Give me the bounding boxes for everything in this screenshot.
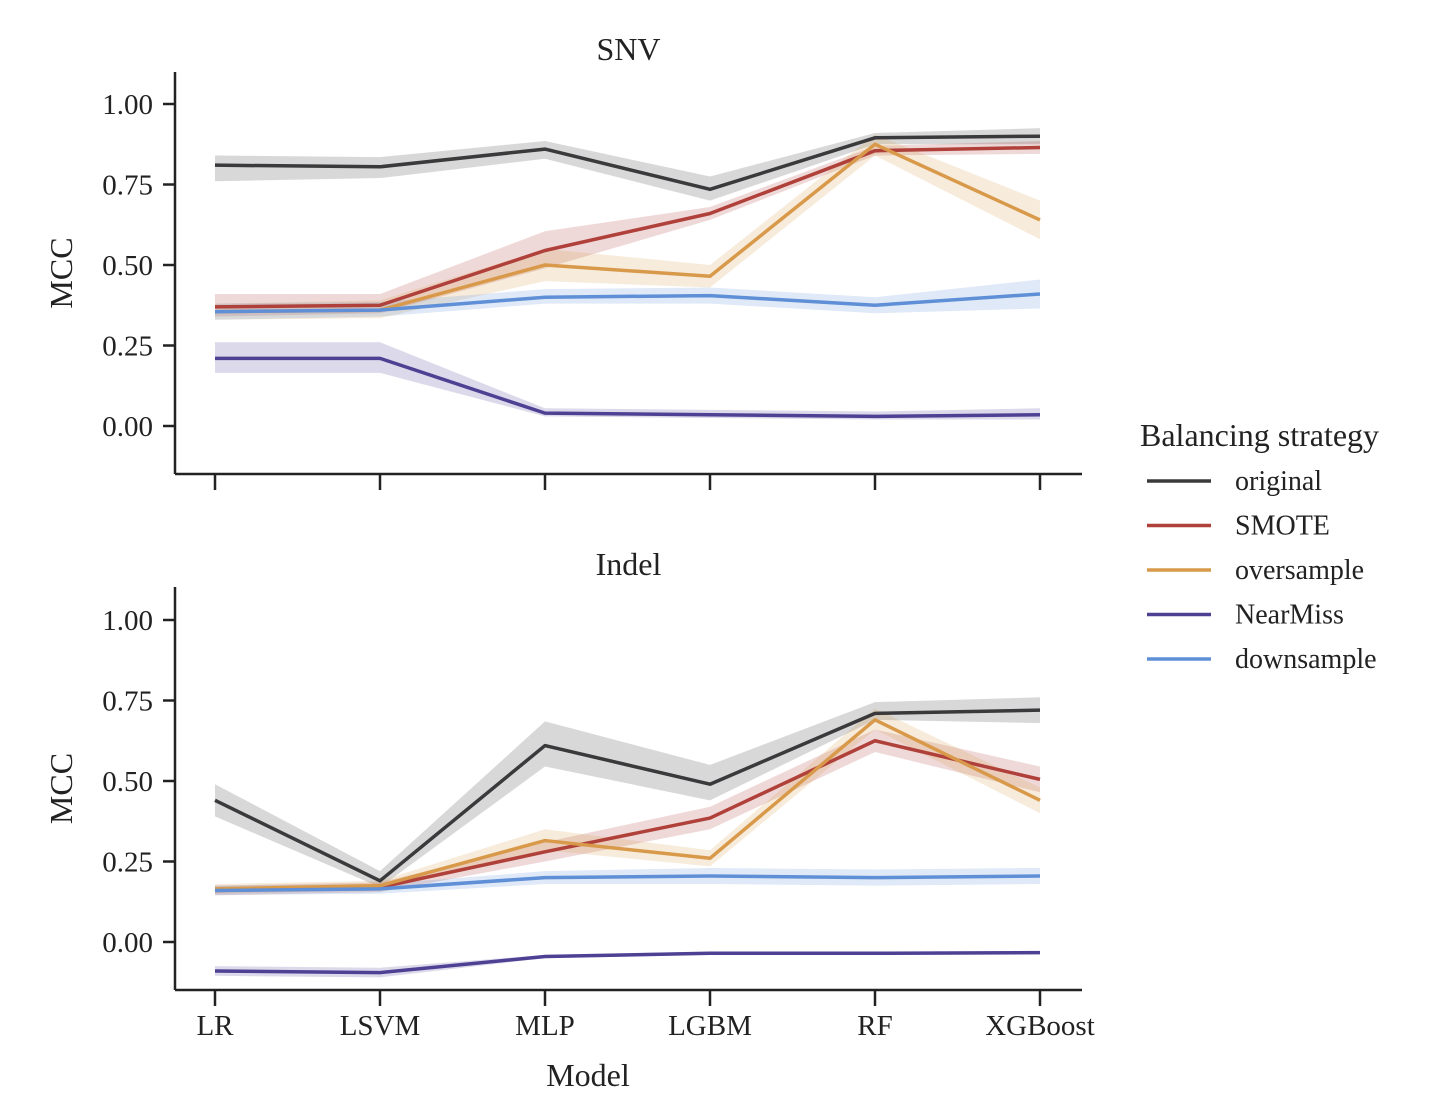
snv-y-tick-label: 0.00 (102, 411, 153, 443)
snv-y-tick-label: 0.25 (102, 331, 153, 363)
snv-oversample-band (215, 134, 1040, 320)
legend: Balancing strategy original SMOTE oversamp… (1140, 417, 1379, 675)
snv-panel: SNV MCC 1.00 0.75 0.50 0.25 0.00 (43, 31, 1082, 490)
snv-downsample-line (214, 292, 1041, 314)
legend-entry-downsample: downsample (1147, 644, 1377, 675)
snv-y-tick-label: 0.50 (102, 250, 153, 282)
snv-series-lines (214, 134, 1041, 419)
snv-y-tick-label: 1.00 (102, 89, 153, 121)
indel-oversample-line (214, 718, 1041, 891)
indel-nearmiss-line (214, 950, 1041, 975)
indel-original-line (214, 708, 1041, 883)
snv-title: SNV (596, 31, 660, 67)
indel-nearmiss-band (215, 951, 1040, 978)
indel-x-tick-label: LR (196, 1010, 234, 1042)
snv-downsample-band (215, 279, 1040, 320)
legend-entry-oversample: oversample (1147, 555, 1364, 586)
snv-ci-bands (215, 128, 1040, 420)
indel-y-tick-label: 1.00 (102, 605, 153, 637)
indel-y-tick-label: 0.00 (102, 927, 153, 959)
snv-nearmiss-band (215, 342, 1040, 420)
indel-series-lines (214, 708, 1041, 975)
indel-downsample-line (214, 874, 1041, 893)
indel-y-axis-label: MCC (43, 753, 79, 824)
indel-title: Indel (596, 546, 662, 582)
legend-label: NearMiss (1235, 600, 1344, 631)
indel-x-tick-label: LSVM (340, 1010, 421, 1042)
legend-title: Balancing strategy (1140, 417, 1379, 453)
snv-y-tick-label: 0.75 (102, 170, 153, 202)
indel-y-tick-label: 0.75 (102, 686, 153, 718)
legend-label: oversample (1235, 555, 1364, 586)
snv-original-band (215, 128, 1040, 201)
legend-entries: original SMOTE oversample NearMiss downsampl… (1147, 466, 1377, 675)
indel-panel: Indel MCC 1.00 0.75 0.50 0.25 0.00 LR LSVM MLP LGB… (43, 546, 1095, 1093)
legend-label: original (1235, 466, 1322, 497)
legend-label: SMOTE (1235, 511, 1330, 542)
indel-original-band (215, 697, 1040, 888)
legend-label: downsample (1235, 644, 1377, 675)
indel-x-tick-label: LGBM (668, 1010, 752, 1042)
indel-x-axis-label: Model (546, 1057, 630, 1093)
legend-entry-nearmiss: NearMiss (1147, 600, 1344, 631)
indel-smote-band (215, 729, 1040, 896)
legend-entry-original: original (1147, 466, 1322, 497)
indel-y-tick-label: 0.25 (102, 847, 153, 879)
indel-x-tick-label: MLP (515, 1010, 575, 1042)
indel-y-tick-label: 0.50 (102, 766, 153, 798)
snv-smote-line (214, 145, 1041, 309)
snv-original-line (214, 134, 1041, 192)
legend-entry-smote: SMOTE (1147, 511, 1330, 542)
indel-x-tick-label: XGBoost (985, 1010, 1095, 1042)
indel-downsample-band (215, 867, 1040, 896)
snv-nearmiss-line (215, 356, 1041, 419)
snv-y-axis-label: MCC (43, 237, 79, 308)
indel-x-tick-label: RF (857, 1010, 892, 1042)
snv-smote-band (215, 141, 1040, 317)
